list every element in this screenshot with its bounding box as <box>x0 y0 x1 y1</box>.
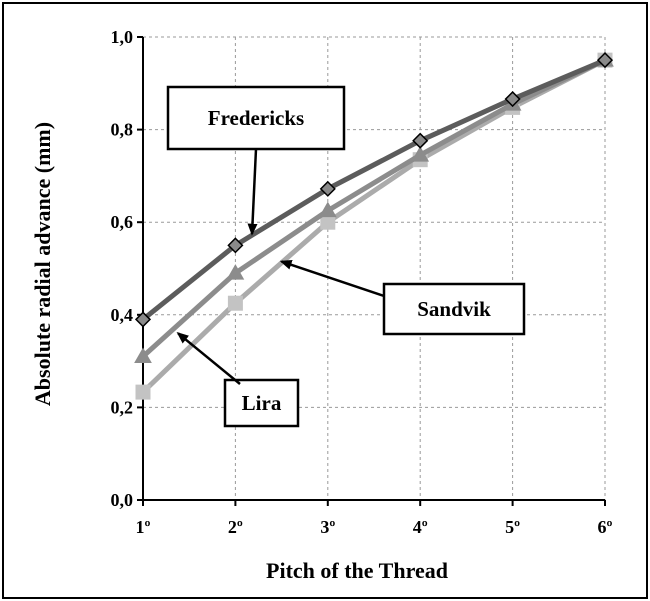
data-point-fredericks <box>504 90 521 108</box>
data-series <box>134 51 614 400</box>
y-tick-label: 0,6 <box>111 212 134 232</box>
data-point-fredericks <box>596 52 614 69</box>
callout-box-fredericks <box>166 85 346 151</box>
callouts: Fredericks Sandvik Lira <box>166 85 526 428</box>
x-tick-label: 1º <box>136 517 151 537</box>
callout-label-fredericks: Fredericks <box>208 106 304 130</box>
data-point-sandvik <box>134 347 152 363</box>
x-tick-label: 5º <box>505 517 520 537</box>
callout-box-lira <box>223 378 300 428</box>
callout-box-sandvik <box>382 282 526 336</box>
x-tick-label: 3º <box>320 517 335 537</box>
y-axis-title: Absolute radial advance (mm) <box>30 122 55 406</box>
data-point-sandvik <box>411 146 430 162</box>
y-tick-label: 0,4 <box>111 305 134 325</box>
x-tick-label: 6º <box>598 517 613 537</box>
callout-arrow-sandvik <box>279 260 385 298</box>
data-point-fredericks <box>227 237 244 254</box>
x-tick-label: 4º <box>413 517 428 537</box>
data-point-sandvik <box>318 201 337 218</box>
callout-arrow-lira <box>176 332 241 385</box>
y-tick-label: 0,0 <box>111 490 134 510</box>
callout-arrow-fredericks <box>247 148 258 236</box>
series-line-sandvik <box>141 57 607 359</box>
series-line-fredericks <box>141 57 606 322</box>
data-point-fredericks <box>319 180 336 197</box>
y-tick-label: 1,0 <box>111 27 134 47</box>
tick-labels: 0,0 0,2 0,4 0,6 0,8 1,0 1º 2º 3º 4º 5º 6º <box>111 27 613 537</box>
data-point-fredericks <box>412 132 429 149</box>
callout-label-lira: Lira <box>242 391 282 415</box>
data-point-fredericks <box>134 311 152 328</box>
y-tick-label: 0,2 <box>111 397 134 417</box>
data-point-lira <box>135 384 151 400</box>
data-point-lira <box>227 295 243 311</box>
y-tick-label: 0,8 <box>111 120 134 140</box>
data-point-lira <box>320 214 336 230</box>
data-point-sandvik <box>226 264 245 280</box>
x-axis-title: Pitch of the Thread <box>266 558 448 583</box>
callout-label-sandvik: Sandvik <box>417 297 491 321</box>
x-tick-label: 2º <box>228 517 243 537</box>
